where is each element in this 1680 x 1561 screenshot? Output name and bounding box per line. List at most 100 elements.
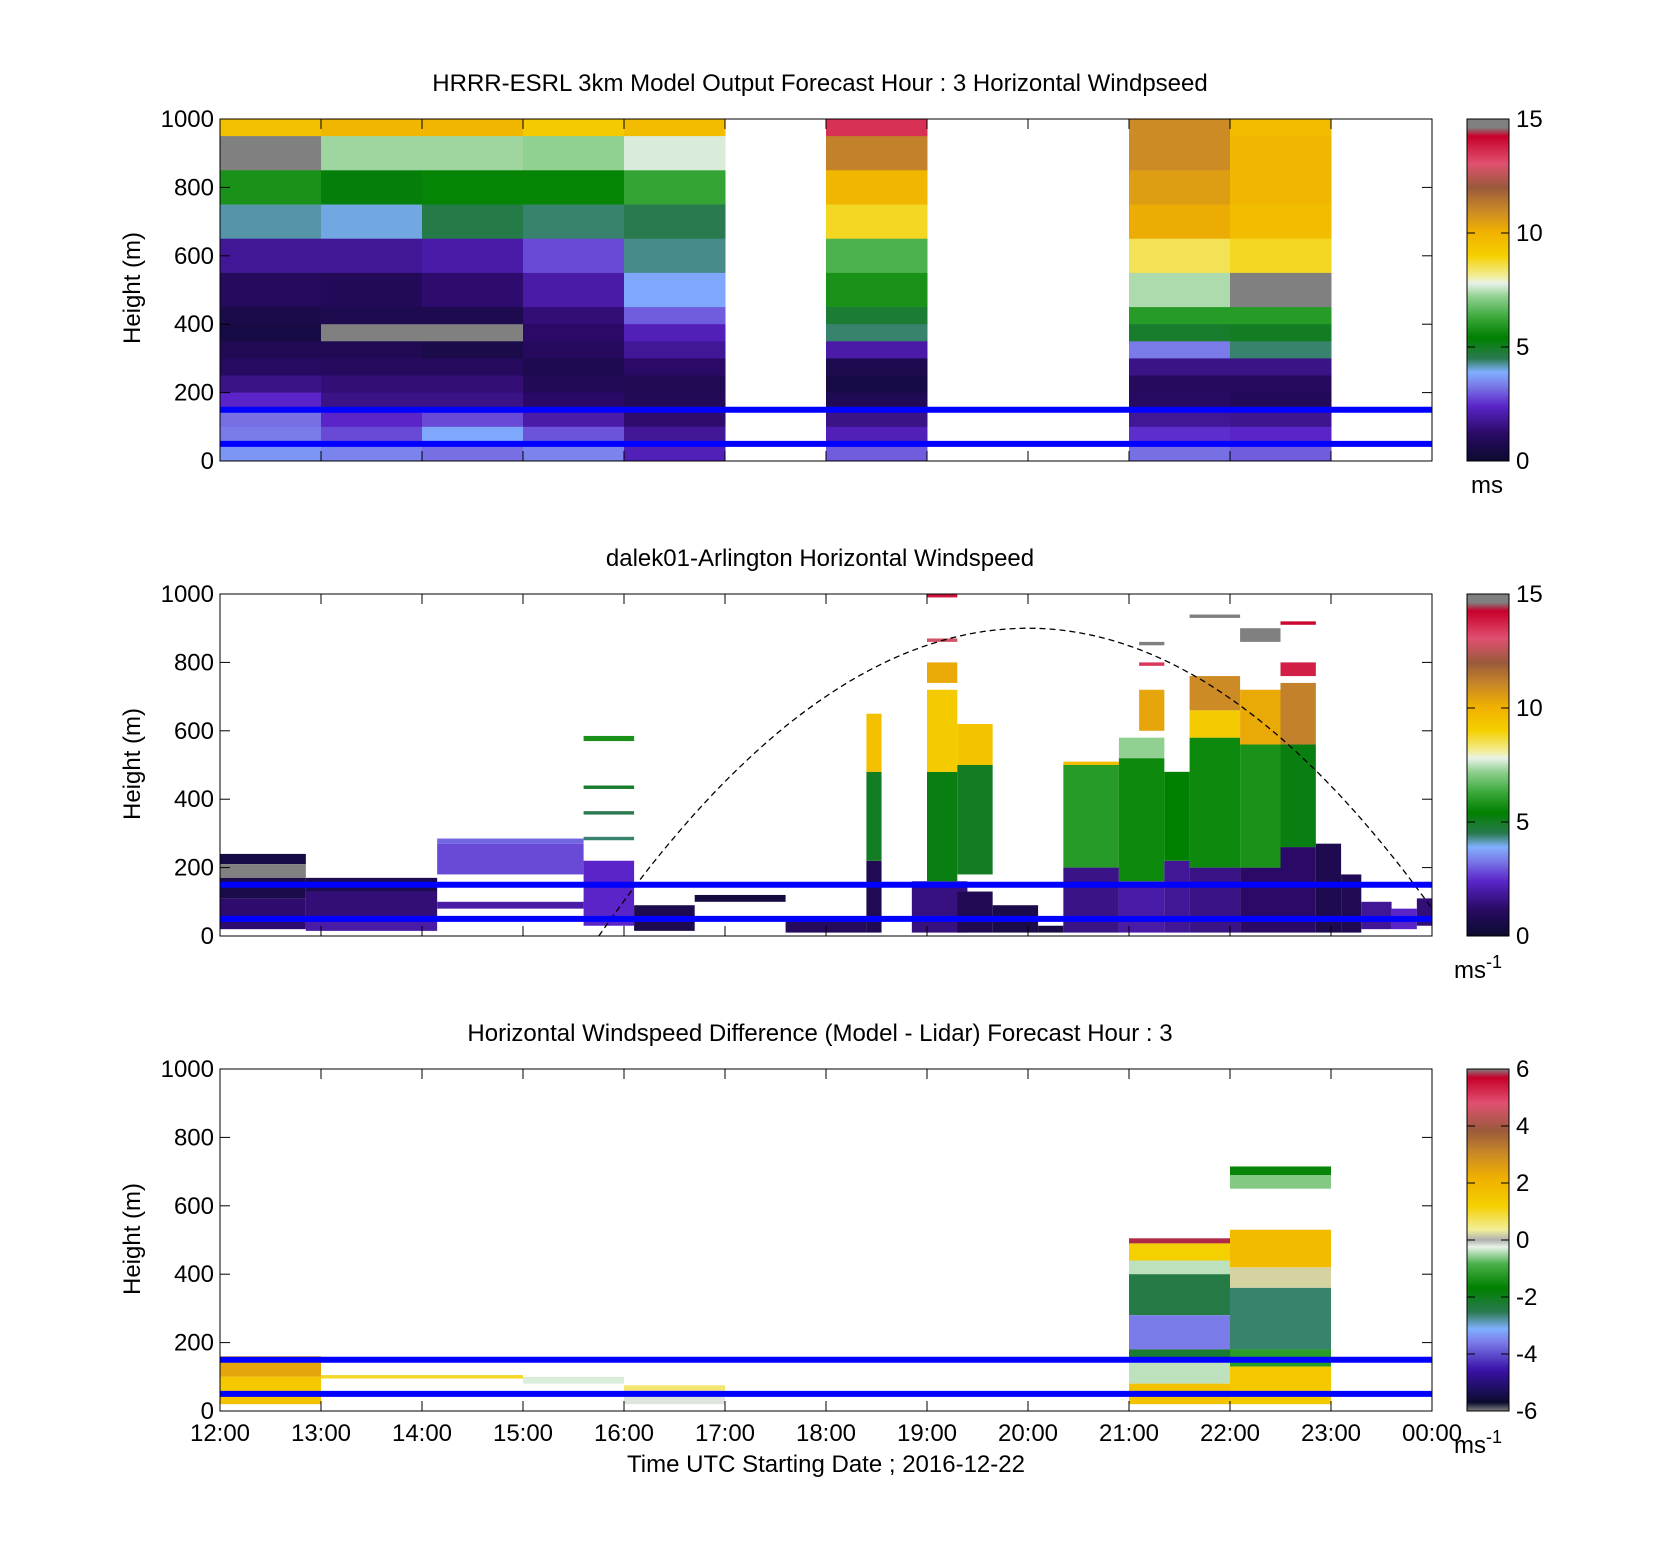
x-tick-label: 15:00 (493, 1420, 553, 1447)
heatmap-cell (422, 392, 524, 411)
y-tick-label: 200 (174, 1330, 214, 1357)
heatmap-cell (1129, 1260, 1230, 1275)
heatmap-cell (321, 1375, 523, 1379)
heatmap-cell (957, 765, 993, 875)
heatmap-cell (1230, 358, 1332, 376)
heatmap-cell (1139, 689, 1165, 731)
heatmap-cell (422, 358, 524, 376)
heatmap-cell (437, 838, 584, 844)
y-tick-label: 0 (201, 1398, 214, 1425)
colorbar-tick-label: 15 (1516, 581, 1543, 608)
heatmap-cell (826, 170, 928, 205)
heatmap-cell (321, 170, 423, 205)
heatmap-cell (220, 307, 322, 325)
heatmap-cell (321, 272, 423, 308)
heatmap-cell (694, 894, 786, 902)
y-tick-label: 0 (201, 923, 214, 950)
heatmap-cell (826, 238, 928, 274)
heatmap-cell (1240, 689, 1281, 745)
panel-model-colorbar (1466, 118, 1510, 462)
heatmap-cell (624, 392, 726, 411)
heatmap-cell (1129, 375, 1231, 394)
heatmap-cell (624, 136, 726, 171)
heatmap-cell (321, 375, 423, 394)
panel-model-colorbar-ticks: 0 5 10 15 (1467, 106, 1543, 475)
panel-model-ylabel: Height (m) (119, 232, 146, 344)
panel-lidar-colorbar-unit: ms-1 (1454, 952, 1502, 984)
heatmap-cell (1240, 867, 1281, 933)
heatmap-cell (422, 136, 524, 171)
y-tick-label: 1000 (161, 106, 214, 133)
heatmap-cell (437, 901, 584, 909)
panel-difference-frame (219, 1068, 1433, 1412)
heatmap-cell (220, 358, 322, 376)
heatmap-cell (321, 443, 423, 462)
heatmap-cell (1063, 867, 1119, 933)
heatmap-cell (1063, 765, 1119, 868)
heatmap-cell (321, 119, 423, 137)
heatmap-cell (866, 860, 882, 933)
colorbar-tick-label: 15 (1516, 106, 1543, 133)
colorbar-tick-label: 2 (1516, 1170, 1529, 1197)
heatmap-cell (624, 119, 726, 137)
panel-lidar-colorbar (1466, 593, 1510, 937)
heatmap-cell (1280, 682, 1316, 745)
heatmap-cell (1230, 204, 1332, 240)
heatmap-cell (826, 204, 928, 240)
heatmap-cell (1230, 170, 1332, 205)
heatmap-cell (220, 204, 322, 240)
heatmap-cell (1240, 628, 1281, 642)
heatmap-cell (1139, 662, 1165, 666)
colorbar-tick-label: 6 (1516, 1056, 1529, 1083)
colorbar-tick-label: -2 (1516, 1284, 1537, 1311)
heatmap-cell (220, 238, 322, 274)
panel-difference-colorbar-ticks: -6 -4 -2 0 2 4 6 (1467, 1056, 1537, 1425)
heatmap-cell (523, 443, 625, 462)
heatmap-cell (826, 307, 928, 325)
x-tick-labels: 12:00 13:00 14:00 15:00 16:00 17:00 18:00 19:00… (190, 1420, 1462, 1447)
heatmap-cell (1129, 136, 1231, 171)
x-tick-label: 18:00 (796, 1420, 856, 1447)
heatmap-cell (1129, 170, 1231, 205)
heatmap-cell (957, 723, 993, 765)
heatmap-cell (220, 877, 306, 899)
heatmap-cell (321, 324, 423, 342)
heatmap-cell (1129, 443, 1231, 462)
heatmap-cell (1280, 744, 1316, 848)
panel-difference-axes: 0 200 400 600 800 1000 (161, 1056, 1433, 1425)
heatmap-cell (1230, 392, 1332, 411)
heatmap-cell (523, 170, 625, 205)
heatmap-cell (1129, 204, 1231, 240)
colorbar-tick-label: -4 (1516, 1341, 1537, 1368)
heatmap-cell (1129, 307, 1231, 325)
heatmap-cell (1063, 761, 1119, 765)
heatmap-cell (866, 713, 882, 772)
heatmap-cell (1129, 1315, 1230, 1350)
colorbar-tick-label: 10 (1516, 695, 1543, 722)
heatmap-cell (523, 136, 625, 171)
heatmap-cell (220, 392, 322, 411)
heatmap-cell (624, 272, 726, 308)
heatmap-cell (826, 409, 928, 428)
heatmap-cell (1139, 641, 1165, 646)
panel-difference-title: Horizontal Windspeed Difference (Model -… (467, 1020, 1172, 1047)
colorbar-tick-label: 0 (1516, 1227, 1529, 1254)
y-tick-label: 800 (174, 1124, 214, 1151)
heatmap-cell (826, 392, 928, 411)
heatmap-cell (437, 843, 584, 875)
heatmap-cell (422, 119, 524, 137)
heatmap-cell (1129, 358, 1231, 376)
heatmap-cell (1230, 1287, 1331, 1350)
heatmap-cell (826, 341, 928, 359)
heatmap-cell (220, 170, 322, 205)
y-tick-label: 0 (201, 448, 214, 475)
panel-model: HRRR-ESRL 3km Model Output Forecast Hour… (119, 70, 1543, 499)
dashed-curve (598, 627, 1433, 937)
panel-difference-colorbar-unit: ms-1 (1454, 1427, 1502, 1459)
heatmap-cell (1129, 409, 1231, 428)
heatmap-cell (1280, 662, 1316, 677)
heatmap-cell (321, 426, 423, 445)
heatmap-cell (1230, 426, 1332, 445)
heatmap-cell (220, 375, 322, 394)
heatmap-cell (1118, 737, 1165, 759)
